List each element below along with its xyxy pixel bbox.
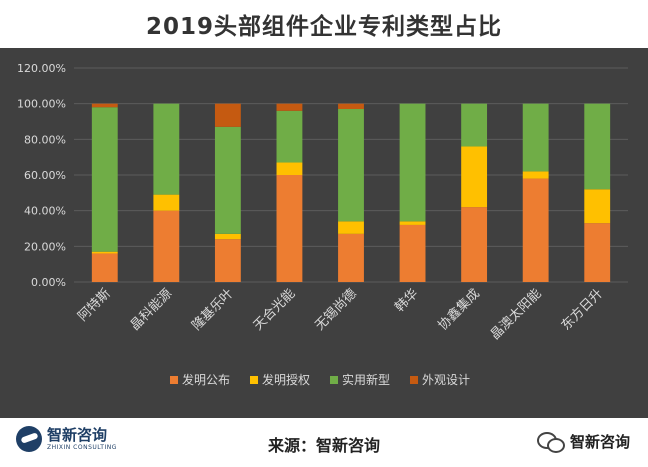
bar-segment [338,233,364,282]
wechat-account-name: 智新咨询 [569,433,630,451]
bar-segment [338,221,364,234]
legend-swatch [250,376,258,384]
brand-logo-en: ZHIXIN CONSULTING [47,443,117,451]
bar-segment [214,126,241,234]
bar-segment [91,253,118,282]
bar-segment [91,103,118,108]
x-category-label: 晶科能源 [128,286,175,333]
bar-segment [91,107,118,252]
x-category-label: 无锡尚德 [312,286,359,333]
legend-label: 发明公布 [182,372,230,387]
y-tick-label: 40.00% [24,205,66,218]
legend-swatch [410,376,418,384]
wechat-icon [536,431,565,453]
legend-label: 外观设计 [422,373,470,387]
y-tick-label: 60.00% [24,169,66,182]
x-category-label: 韩华 [392,286,421,315]
legend-swatch [330,376,338,384]
bar-segment [153,210,180,282]
bar-segment [91,251,118,254]
bar-segment [276,162,303,175]
bar-segment [399,224,426,282]
y-tick-label: 120.00% [17,62,66,75]
bar-segment [153,194,180,211]
bar-segment [214,239,241,282]
y-tick-label: 20.00% [24,240,66,253]
bar-segment [276,110,303,163]
x-category-label: 天合光能 [251,286,298,333]
bar-segment [584,103,611,190]
bar-segment [584,223,611,282]
wechat-account: 智新咨询 [536,431,630,453]
bar-segment [522,103,549,172]
y-tick-label: 100.00% [17,98,66,111]
bar-segment [399,103,426,222]
bar-segment [338,109,364,222]
legend-label: 实用新型 [342,372,390,387]
x-category-label: 隆基乐叶 [189,286,236,333]
bar-segment [214,103,241,127]
stacked-bar-chart: 0.00% 20.00% 40.00% 60.00% 80.00% 100.00% 120.… [17,62,628,387]
brand-logo-icon [16,426,42,452]
footer: 智新咨询 ZHIXIN CONSULTING 来源：智新咨询 智新咨询 [0,418,648,467]
source-label: 来源：智新咨询 [267,436,380,455]
bar-segment [522,178,549,282]
x-category-label: 晶澳太阳能 [487,286,544,343]
bar-segment [399,221,426,225]
x-category-label: 东方日升 [558,286,606,334]
chart-header: 2019头部组件企业专利类型占比 [0,0,648,48]
bar-segment [584,189,611,224]
y-tick-label: 80.00% [24,133,66,146]
legend-swatch [170,376,178,384]
brand-logo-cn: 智新咨询 [47,425,108,444]
chart-title: 2019头部组件企业专利类型占比 [145,14,502,40]
brand-logo: 智新咨询 ZHIXIN CONSULTING [16,426,117,452]
bar-segment [338,103,364,110]
bar-segment [276,103,303,111]
y-tick-label: 0.00% [31,276,66,289]
bar-segment [461,103,488,147]
bar-segment [153,103,180,195]
bar-segment [276,175,303,282]
bar-segment [461,146,488,208]
x-category-label: 协鑫集成 [435,286,483,334]
legend-label: 发明授权 [262,372,310,387]
bar-segment [214,233,241,240]
bar-segment [522,171,549,179]
bar-segment [461,207,488,282]
x-category-label: 阿特斯 [75,286,113,324]
